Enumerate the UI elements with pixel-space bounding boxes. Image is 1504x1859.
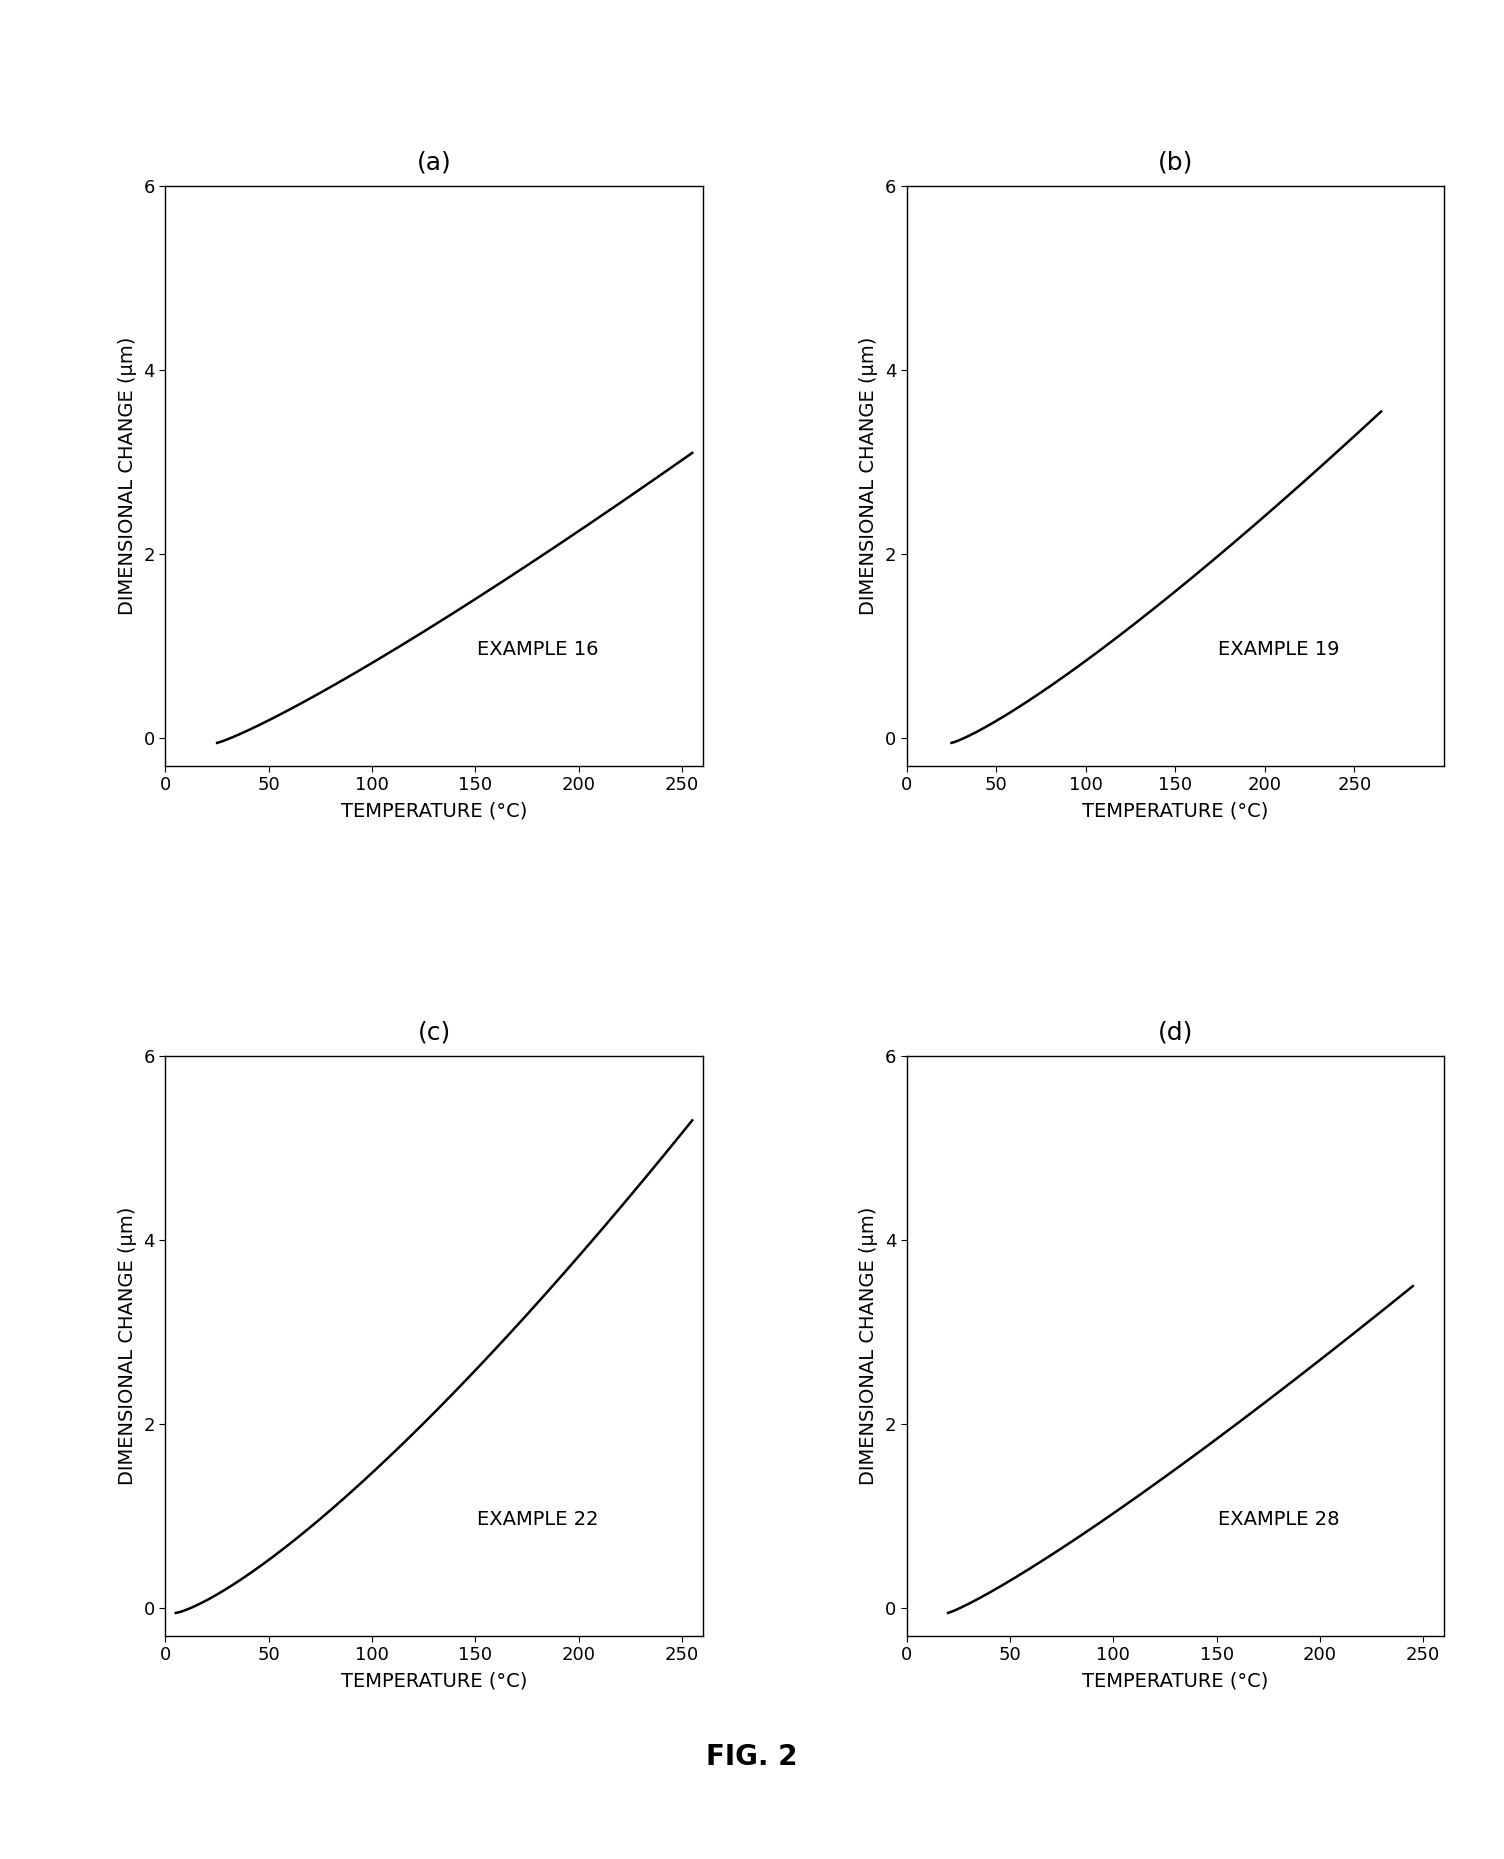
X-axis label: TEMPERATURE (°C): TEMPERATURE (°C) xyxy=(1081,1671,1268,1690)
Y-axis label: DIMENSIONAL CHANGE (μm): DIMENSIONAL CHANGE (μm) xyxy=(859,1206,878,1485)
Text: EXAMPLE 16: EXAMPLE 16 xyxy=(477,639,599,660)
Text: EXAMPLE 22: EXAMPLE 22 xyxy=(477,1510,599,1530)
X-axis label: TEMPERATURE (°C): TEMPERATURE (°C) xyxy=(1081,801,1268,820)
Y-axis label: DIMENSIONAL CHANGE (μm): DIMENSIONAL CHANGE (μm) xyxy=(859,336,878,615)
X-axis label: TEMPERATURE (°C): TEMPERATURE (°C) xyxy=(341,1671,528,1690)
Y-axis label: DIMENSIONAL CHANGE (μm): DIMENSIONAL CHANGE (μm) xyxy=(117,336,137,615)
Y-axis label: DIMENSIONAL CHANGE (μm): DIMENSIONAL CHANGE (μm) xyxy=(117,1206,137,1485)
Title: (c): (c) xyxy=(418,1021,451,1045)
Title: (d): (d) xyxy=(1158,1021,1193,1045)
Text: EXAMPLE 19: EXAMPLE 19 xyxy=(1218,639,1340,660)
X-axis label: TEMPERATURE (°C): TEMPERATURE (°C) xyxy=(341,801,528,820)
Title: (b): (b) xyxy=(1158,151,1193,175)
Text: FIG. 2: FIG. 2 xyxy=(707,1742,797,1772)
Title: (a): (a) xyxy=(417,151,451,175)
Text: EXAMPLE 28: EXAMPLE 28 xyxy=(1218,1510,1340,1530)
